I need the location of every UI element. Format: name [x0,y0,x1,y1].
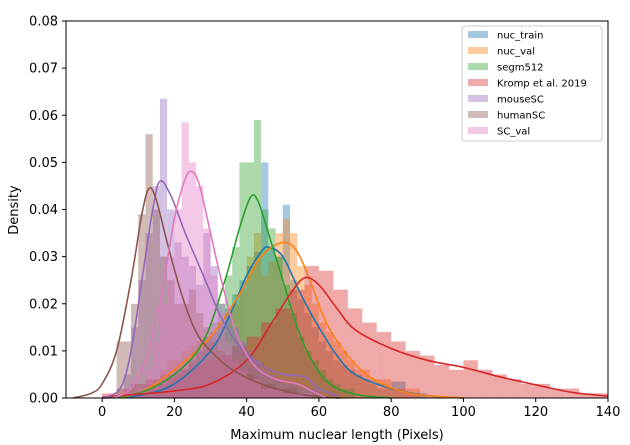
legend-swatch-nuc-train [468,31,488,38]
legend-label-nuc-train: nuc_train [497,31,543,42]
x-tick-label: 120 [523,405,548,420]
y-tick-label: 0.07 [29,62,58,77]
legend-swatch-kromp-et-al-2019 [468,79,488,86]
histogram-bar [348,308,362,398]
x-tick-label: 0 [98,405,106,420]
legend-label-kromp-et-al-2019: Kromp et al. 2019 [497,79,587,90]
histogram-bar [449,370,463,398]
x-axis-label: Maximum nuclear length (Pixels) [230,428,443,443]
histogram-bar [203,228,210,398]
y-tick-label: 0.00 [29,392,58,407]
histogram-bar [362,323,376,398]
histogram-bar [521,384,535,398]
histogram-bar [290,290,304,398]
y-tick-label: 0.03 [29,250,58,265]
histogram-bar [463,360,477,398]
legend-swatch-humansc [468,111,488,118]
y-tick-label: 0.01 [29,344,58,359]
legend-label-humansc: humanSC [497,111,545,122]
x-tick-label: 20 [166,405,183,420]
histogram-bar [247,379,261,398]
legend-swatch-sc-val [468,127,488,134]
histogram-bars [102,99,608,398]
x-axis: 0 20 40 60 80 100 120 140 [98,398,620,420]
legend-label-mousesc: mouseSC [497,95,544,106]
y-tick-label: 0.06 [29,109,58,124]
x-tick-label: 40 [238,405,255,420]
histogram-bar [153,341,160,398]
legend: nuc_train nuc_val segm512 Kromp et al. 2019… [462,26,602,141]
y-axis: 0.00 0.01 0.02 0.03 0.04 0.05 0.06 0.07 0.08 [29,15,66,407]
y-tick-label: 0.08 [29,15,58,30]
legend-swatch-nuc-val [468,47,488,54]
y-tick-label: 0.05 [29,156,58,171]
histogram-bar [435,365,449,398]
legend-swatch-mousesc [468,95,488,102]
y-axis-label: Density [7,185,22,235]
y-tick-label: 0.02 [29,297,58,312]
legend-label-segm512: segm512 [497,63,544,74]
histogram-bar [189,162,196,398]
x-tick-label: 140 [596,405,621,420]
histogram-bar [232,360,239,398]
legend-label-nuc-val: nuc_val [497,47,535,58]
histogram-bar [182,122,189,398]
legend-swatch-segm512 [468,63,488,70]
x-tick-label: 100 [451,405,476,420]
x-tick-label: 60 [311,405,328,420]
x-tick-label: 80 [383,405,400,420]
y-tick-label: 0.04 [29,203,58,218]
legend-label-sc-val: SC_val [497,127,530,138]
histogram-bar [319,271,333,398]
